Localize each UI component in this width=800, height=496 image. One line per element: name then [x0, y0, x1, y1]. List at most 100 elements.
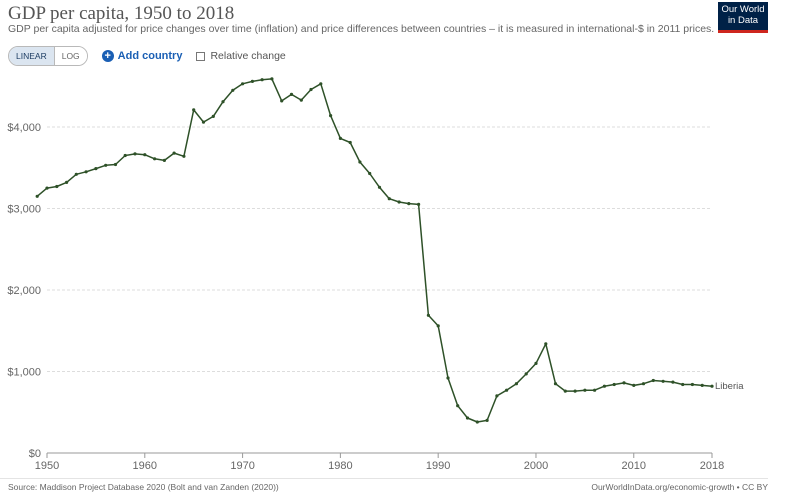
log-scale-button[interactable]: LOG [53, 47, 87, 65]
checkbox-icon[interactable] [196, 51, 206, 61]
data-point [211, 114, 215, 118]
data-point [710, 384, 714, 388]
data-point [280, 99, 284, 103]
data-point [250, 79, 254, 83]
data-point [671, 380, 675, 384]
data-point [94, 167, 98, 171]
x-tick-label: 1990 [426, 460, 450, 472]
data-point [534, 361, 538, 365]
source-note: Source: Maddison Project Database 2020 (… [8, 482, 279, 492]
data-point [368, 171, 372, 176]
data-point [192, 108, 196, 112]
data-point [299, 98, 303, 102]
data-point [661, 379, 665, 383]
data-point [162, 158, 166, 162]
data-point [133, 152, 137, 156]
data-point [387, 197, 391, 201]
add-country-label: Add country [117, 50, 183, 62]
data-point [270, 77, 274, 81]
data-point [35, 194, 39, 198]
series-layer: Liberia [35, 77, 744, 424]
data-point [465, 416, 470, 420]
data-point [583, 388, 587, 392]
y-tick-label: $0 [29, 448, 41, 460]
data-point [505, 388, 509, 392]
x-axis: 1950 1960 1970 1980 1990 2000 2010 2018 [35, 452, 724, 472]
data-point [172, 151, 176, 155]
data-point [289, 92, 294, 96]
data-point [143, 153, 147, 157]
data-point [681, 382, 685, 387]
scale-toggle: LINEAR LOG [8, 46, 88, 66]
chart-controls: LINEAR LOG + Add country Relative change [8, 46, 286, 66]
data-point [84, 170, 88, 174]
data-point [417, 202, 421, 206]
data-point [329, 114, 333, 118]
data-point [446, 376, 450, 380]
data-point [338, 136, 342, 140]
data-point [426, 313, 430, 317]
data-point [319, 82, 323, 86]
x-tick-label: 2018 [700, 460, 724, 472]
data-point [593, 388, 597, 392]
x-tick-label: 1950 [35, 460, 59, 472]
chart-subtitle: GDP per capita adjusted for price change… [8, 23, 715, 35]
data-point [104, 163, 108, 167]
data-point [241, 82, 245, 86]
logo-line-1: Our World [721, 4, 765, 15]
data-point [563, 389, 567, 393]
data-point [260, 78, 264, 82]
data-point [700, 383, 704, 387]
x-tick-label: 1960 [133, 460, 157, 472]
data-point [407, 202, 411, 206]
data-point [397, 200, 401, 204]
data-point [573, 389, 577, 393]
relative-change-label: Relative change [210, 50, 286, 62]
data-point [544, 342, 548, 346]
data-point [113, 162, 118, 167]
data-point [475, 420, 479, 424]
logo-line-2: in Data [727, 15, 759, 26]
data-point [377, 185, 382, 189]
y-axis-ticks: $0 $1,000 $2,000 $3,000 $4,000 [7, 122, 41, 460]
x-tick-label: 2010 [622, 460, 646, 472]
data-point [153, 157, 157, 161]
plus-circle-icon: + [101, 50, 114, 62]
y-tick-label: $4,000 [7, 122, 41, 134]
chart-title: GDP per capita, 1950 to 2018 [8, 3, 235, 24]
data-point [201, 120, 206, 124]
data-point [651, 378, 655, 383]
data-point [65, 180, 69, 184]
data-point [221, 100, 225, 104]
data-point [231, 88, 235, 92]
data-point [436, 324, 440, 328]
footer-divider [0, 478, 768, 479]
data-point [55, 184, 59, 189]
owid-logo[interactable]: Our World in Data [718, 2, 768, 33]
data-point [348, 140, 352, 145]
x-tick-label: 2000 [524, 460, 548, 472]
data-point [641, 382, 646, 386]
data-point [553, 382, 558, 386]
data-point [622, 381, 626, 385]
data-point [123, 153, 127, 158]
data-point [74, 172, 78, 176]
relative-change-toggle[interactable]: Relative change [196, 50, 286, 62]
y-tick-label: $3,000 [7, 204, 41, 216]
x-tick-label: 1970 [230, 460, 254, 472]
data-point [495, 394, 499, 398]
data-point [456, 404, 460, 408]
data-point [485, 418, 489, 422]
data-point [602, 384, 607, 388]
linear-scale-button[interactable]: LINEAR [9, 47, 54, 65]
line-chart: $0$1,000$2,000$3,000$4,000 1950 1960 1970 1… [7, 77, 744, 472]
data-point [690, 382, 695, 387]
source-url[interactable]: OurWorldInData.org/economic-growth • CC … [591, 482, 768, 492]
series-line [36, 78, 713, 423]
data-point [632, 383, 636, 387]
data-point [612, 382, 616, 387]
x-tick-label: 1980 [328, 460, 352, 472]
data-point [45, 186, 49, 190]
data-point [514, 382, 519, 386]
add-country-button[interactable]: + Add country [101, 50, 183, 62]
